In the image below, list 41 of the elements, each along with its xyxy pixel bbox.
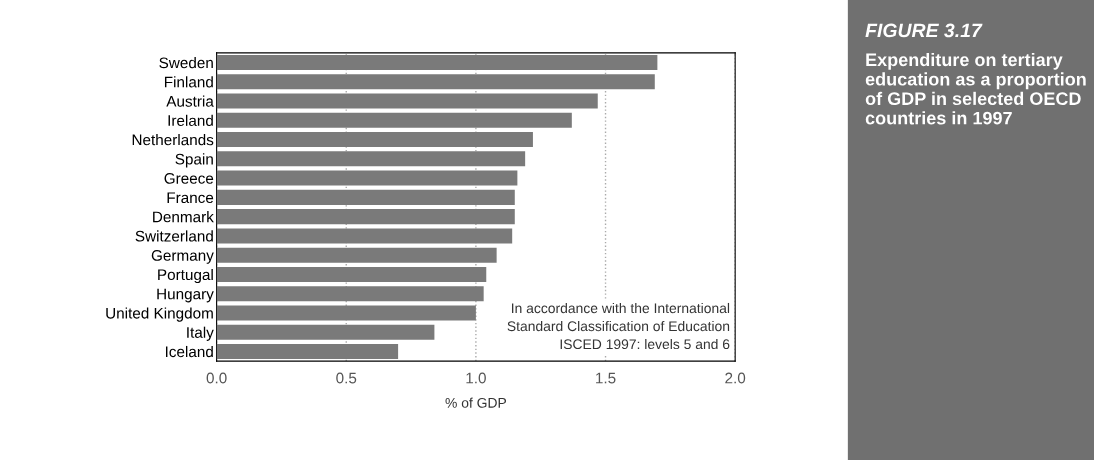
y-tick-label: Germany <box>151 250 214 264</box>
bar <box>216 247 497 263</box>
y-tick-label: Greece <box>164 172 214 184</box>
y-tick-label: Portugal <box>158 268 213 284</box>
y-tick-label: United Kingdom <box>106 307 213 322</box>
y-tick-label: Sweden <box>159 57 213 69</box>
x-axis-title: % of GDP <box>445 397 507 408</box>
bar <box>216 74 655 90</box>
bar <box>216 324 435 340</box>
y-tick-label: France <box>167 192 214 204</box>
bar <box>216 132 533 148</box>
bar <box>216 228 513 244</box>
bar <box>216 305 476 321</box>
bar <box>216 209 515 225</box>
bar <box>216 266 487 282</box>
bar <box>216 189 515 205</box>
y-tick-label: Iceland <box>165 345 213 358</box>
y-tick-label: Austria <box>166 95 214 107</box>
bar <box>216 343 399 359</box>
y-tick-label: Finland <box>164 76 213 88</box>
bar <box>216 286 484 302</box>
x-tick-label: 0.0 <box>206 372 227 384</box>
text: FIGURE 3.17 <box>865 23 983 38</box>
y-tick-label: Hungary <box>157 288 214 303</box>
text: Expenditure on tertiary education as a proportion of GDP in selected OECD countries in 1997 <box>865 52 1086 125</box>
bar <box>216 170 518 186</box>
y-tick-label: Denmark <box>153 211 214 223</box>
x-tick-label: 0.5 <box>336 372 357 384</box>
x-tick-label: 1.0 <box>466 372 486 384</box>
bar <box>216 55 658 71</box>
y-tick-label: Spain <box>175 153 213 168</box>
x-tick-label: 1.5 <box>596 372 616 384</box>
bar <box>216 151 526 167</box>
bar <box>216 93 598 109</box>
bar <box>216 112 572 128</box>
y-tick-label: Switzerland <box>135 230 213 242</box>
x-tick-label: 2.0 <box>725 372 746 384</box>
y-tick-label: Netherlands <box>132 134 214 146</box>
y-tick-label: Ireland <box>168 114 213 126</box>
annotation: In accordance with the International Standard Classification of Education ISCED 1997: levels 5 and 6 <box>507 302 730 350</box>
y-tick-label: Italy <box>187 326 214 341</box>
